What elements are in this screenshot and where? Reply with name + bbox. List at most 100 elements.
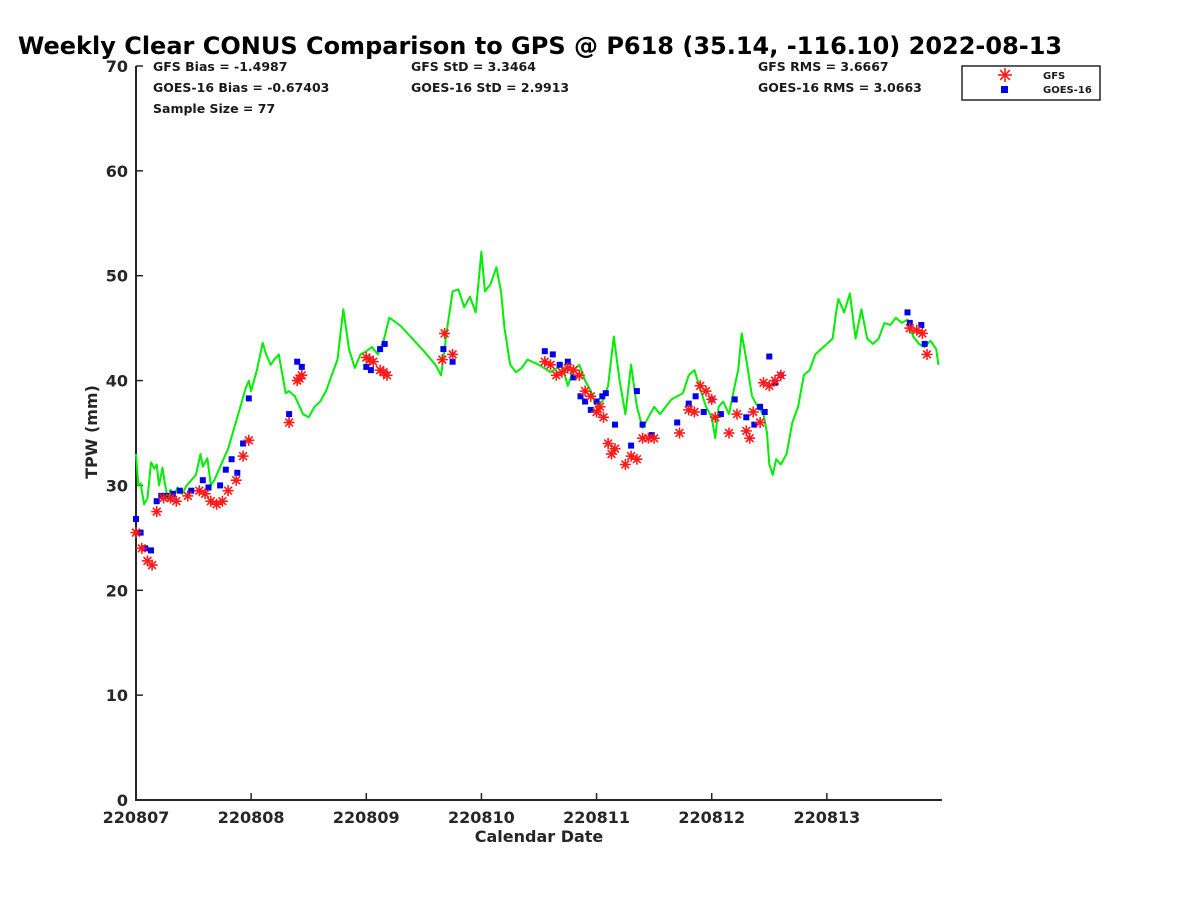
x-tick-label: 220812 (678, 808, 745, 827)
stat-goes-rms: GOES-16 RMS = 3.0663 (758, 80, 922, 95)
gps-line-series (135, 250, 940, 506)
gfs-point (130, 527, 142, 539)
gfs-point (648, 432, 660, 444)
goes-16-point (628, 442, 635, 449)
goes-16-point (294, 358, 301, 365)
goes-16-point (188, 487, 195, 494)
goes-16-point (685, 400, 692, 407)
goes-16-point (199, 477, 206, 484)
gfs-point (606, 448, 617, 460)
goes-16-series (133, 309, 928, 554)
gfs-point (237, 450, 249, 462)
gfs-series (130, 322, 933, 571)
goes-16-point (240, 440, 247, 447)
goes-16-point (286, 411, 293, 418)
gfs-point (146, 559, 158, 571)
gfs-point (688, 406, 700, 418)
y-tick-label: 40 (106, 372, 128, 391)
goes-16-point (222, 466, 229, 473)
goes-16-point (176, 487, 183, 494)
gfs-point (585, 390, 597, 402)
goes-16-point (599, 393, 606, 400)
gfs-point (916, 327, 928, 339)
gfs-point (631, 453, 643, 465)
goes-16-point (367, 367, 374, 374)
x-tick-label: 220810 (448, 808, 515, 827)
goes-16-point (593, 398, 600, 405)
goes-16-point (717, 411, 724, 418)
goes-16-point (757, 403, 764, 410)
gfs-point (136, 542, 148, 554)
gfs-point (619, 459, 631, 470)
goes-16-point (674, 419, 681, 426)
goes-16-point (363, 363, 370, 370)
x-ticks: 220807 220808 220809 220810 220811 220812 2208… (103, 793, 860, 827)
y-tick-label: 10 (106, 686, 128, 705)
gfs-point (598, 411, 609, 423)
goes-16-point (549, 351, 556, 358)
goes-16-point (377, 346, 384, 353)
y-tick-label: 0 (117, 791, 128, 810)
gfs-point (436, 354, 448, 366)
goes-16-point (761, 409, 768, 415)
y-tick-label: 70 (106, 57, 128, 76)
goes-16-point (633, 388, 640, 395)
goes-16-point (612, 421, 618, 428)
gfs-point (602, 438, 614, 449)
legend-goes-marker (1001, 86, 1008, 93)
goes-16-point (700, 409, 707, 415)
stat-sample-size: Sample Size = 77 (153, 101, 275, 116)
goes-16-point (133, 516, 139, 522)
gfs-point (296, 369, 308, 381)
gfs-point (747, 406, 759, 418)
gfs-point (775, 369, 787, 381)
goes-16-point (449, 358, 456, 365)
gfs-point (556, 366, 568, 378)
legend-gfs-label: GFS (1043, 71, 1065, 82)
gfs-point (439, 327, 451, 339)
gfs-point (243, 434, 255, 446)
goes-16-point (731, 396, 738, 403)
x-tick-label: 220813 (793, 808, 860, 827)
gps-line (135, 250, 940, 506)
y-tick-label: 20 (106, 581, 128, 600)
gfs-point (545, 359, 556, 371)
x-tick-label: 220807 (103, 808, 170, 827)
goes-16-point (245, 395, 252, 402)
gfs-point (367, 356, 379, 368)
goes-16-point (751, 421, 758, 428)
goes-16-point (766, 353, 773, 360)
gfs-point (700, 385, 712, 397)
stat-gfs-rms: GFS RMS = 3.6667 (758, 59, 889, 74)
x-axis-label: Calendar Date (475, 827, 604, 846)
goes-16-point (639, 421, 646, 428)
y-tick-label: 60 (106, 162, 128, 181)
gfs-point (151, 506, 163, 518)
goes-16-point (743, 414, 750, 421)
stat-gfs-std: GFS StD = 3.3464 (411, 59, 536, 74)
goes-16-point (217, 482, 224, 489)
goes-16-point (582, 398, 589, 405)
gfs-point (573, 369, 585, 381)
gfs-point (609, 443, 621, 455)
gfs-point (182, 490, 194, 502)
goes-16-point (234, 469, 241, 476)
goes-16-point (602, 390, 609, 397)
gfs-point (594, 401, 606, 413)
x-tick-label: 220808 (218, 808, 285, 827)
gfs-point (723, 427, 735, 439)
gfs-point (674, 427, 685, 439)
goes-16-point (298, 363, 305, 370)
gfs-point (230, 474, 242, 486)
goes-16-point (570, 374, 577, 381)
gfs-point (694, 380, 706, 392)
legend: GFS GOES-16 (961, 65, 1101, 101)
y-axis-label: TPW (mm) (82, 385, 101, 479)
goes-16-point (169, 490, 176, 497)
goes-16-point (692, 393, 699, 400)
gfs-point (211, 498, 223, 510)
gfs-point (216, 495, 228, 507)
gfs-point (222, 485, 234, 497)
goes-16-point (904, 309, 911, 316)
